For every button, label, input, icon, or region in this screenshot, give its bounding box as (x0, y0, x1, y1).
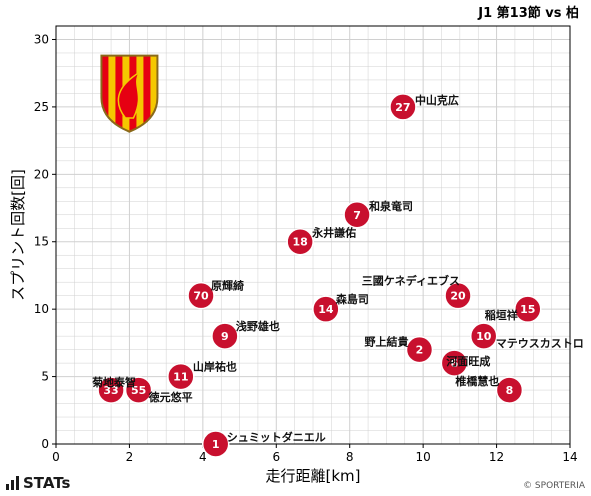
plot-frame (55, 25, 571, 445)
x-tick-label: 10 (416, 450, 431, 464)
point-number: 33 (103, 384, 118, 397)
data-point: 70 (187, 281, 215, 310)
x-tick-label: 12 (489, 450, 504, 464)
copyright: © SPORTERIA (523, 481, 585, 491)
point-number: 6 (451, 357, 459, 370)
point-marker (444, 281, 472, 310)
data-point: 6 (440, 349, 469, 377)
data-point: 9 (211, 322, 239, 350)
data-point: 27 (389, 93, 417, 121)
point-marker (167, 362, 195, 391)
point-marker (312, 295, 340, 323)
point-number: 2 (416, 344, 424, 357)
point-marker (440, 349, 469, 377)
y-axis-label: スプリント回数[回] (9, 169, 27, 301)
crest-outline (100, 54, 159, 133)
x-tick-label: 0 (52, 450, 60, 464)
player-label: 永井謙佑 (311, 226, 356, 240)
y-tick-label: 10 (34, 302, 49, 316)
player-label: マテウスカストロ (496, 337, 584, 350)
player-label: 稲垣祥 (485, 308, 518, 322)
y-tick-label: 15 (34, 235, 49, 249)
point-marker (286, 227, 314, 256)
point-marker (495, 376, 524, 404)
point-number: 27 (395, 101, 410, 114)
data-point: 15 (514, 295, 542, 323)
y-tick-label: 25 (34, 100, 49, 114)
y-tick-label: 5 (41, 370, 49, 384)
player-label: 菊地泰智 (92, 375, 136, 389)
point-number: 15 (520, 303, 535, 316)
data-point: 33 (97, 376, 125, 404)
y-tick-label: 20 (34, 167, 49, 181)
point-marker (343, 201, 371, 229)
x-axis-label: 走行距離[km] (265, 467, 360, 485)
data-point: 18 (286, 227, 314, 256)
point-number: 11 (173, 371, 188, 384)
player-label: 河面旺成 (446, 354, 490, 368)
point-number: 14 (318, 303, 334, 316)
data-point: 10 (469, 322, 498, 350)
point-number: 8 (506, 384, 514, 397)
point-number: 1 (212, 438, 220, 451)
club-crest-phoenix-icon (100, 54, 159, 133)
x-tick-label: 4 (199, 450, 207, 464)
player-label: 原輝綺 (211, 279, 244, 293)
data-point: 14 (312, 295, 340, 323)
point-marker (405, 335, 434, 364)
x-tick-label: 14 (562, 450, 577, 464)
phoenix-figure (117, 71, 141, 119)
data-point: 8 (495, 376, 524, 404)
point-marker (514, 295, 542, 323)
y-tick-label: 0 (41, 437, 49, 451)
player-label: 椎橋慧也 (454, 374, 499, 388)
data-point: 20 (444, 281, 472, 310)
data-point: 1 (201, 430, 230, 458)
player-label: 和泉竜司 (369, 199, 413, 213)
point-marker (97, 376, 125, 404)
x-tick-label: 8 (346, 450, 354, 464)
data-point: 11 (167, 362, 195, 391)
x-tick-label: 6 (272, 450, 280, 464)
stats-logo: STATs (6, 474, 70, 492)
point-number: 20 (450, 290, 466, 303)
player-label: 野上結貴 (364, 335, 408, 349)
stats-logo-text: STATs (23, 474, 71, 492)
point-number: 7 (353, 209, 361, 222)
player-label: 中山克広 (415, 93, 459, 107)
point-marker (389, 93, 417, 121)
point-marker (201, 430, 230, 458)
point-marker (211, 322, 239, 350)
player-label: 山岸祐也 (193, 360, 237, 374)
player-label: シュミットダニエル (227, 430, 326, 444)
point-number: 9 (221, 330, 229, 343)
point-number: 70 (193, 290, 209, 303)
player-label: 三國ケネディエブス (362, 274, 460, 288)
player-label: 森島司 (336, 292, 369, 306)
point-marker (469, 322, 498, 350)
player-label: 浅野雄也 (236, 319, 280, 333)
player-label: 徳元悠平 (148, 390, 193, 404)
y-tick-label: 30 (34, 32, 49, 46)
data-point: 2 (405, 335, 434, 364)
data-point: 55 (124, 376, 153, 404)
point-number: 18 (292, 236, 307, 249)
stats-bars-icon (6, 476, 19, 490)
point-number: 55 (131, 384, 146, 397)
match-title: J1 第13節 vs 柏 (478, 6, 579, 21)
data-point: 7 (343, 201, 371, 229)
point-number: 10 (476, 330, 492, 343)
data-points: 27 7 18 70 14 20 15 10 9 2 6 11 8 33 55 1 (97, 93, 542, 458)
point-marker (124, 376, 153, 404)
x-tick-label: 2 (126, 450, 134, 464)
point-marker (187, 281, 215, 310)
